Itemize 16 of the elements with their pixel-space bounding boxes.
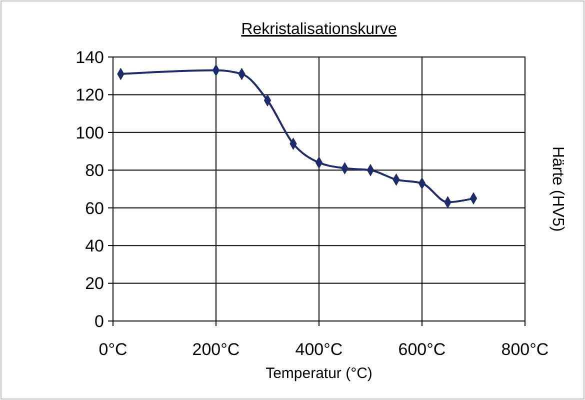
x-tick-label: 600°C bbox=[398, 340, 446, 359]
x-tick-label: 0°C bbox=[98, 340, 128, 359]
y-tick-label: 100 bbox=[76, 123, 104, 142]
y-tick-label: 40 bbox=[85, 236, 104, 256]
x-tick-label: 800°C bbox=[501, 340, 549, 359]
y-tick-label: 140 bbox=[76, 48, 104, 67]
y-tick-label: 0 bbox=[94, 312, 104, 331]
y-tick-label: 60 bbox=[85, 198, 104, 218]
y-tick-label: 80 bbox=[85, 161, 104, 180]
chart-title: Rekristalisationskurve bbox=[241, 21, 397, 38]
x-axis-title: Temperatur (°C) bbox=[266, 365, 372, 382]
y-tick-label: 20 bbox=[85, 274, 104, 294]
x-tick-label: 400°C bbox=[295, 340, 343, 359]
y-axis-title: Härte (HV5) bbox=[549, 146, 566, 232]
x-tick-label: 200°C bbox=[192, 340, 240, 359]
y-tick-label: 120 bbox=[76, 86, 104, 105]
